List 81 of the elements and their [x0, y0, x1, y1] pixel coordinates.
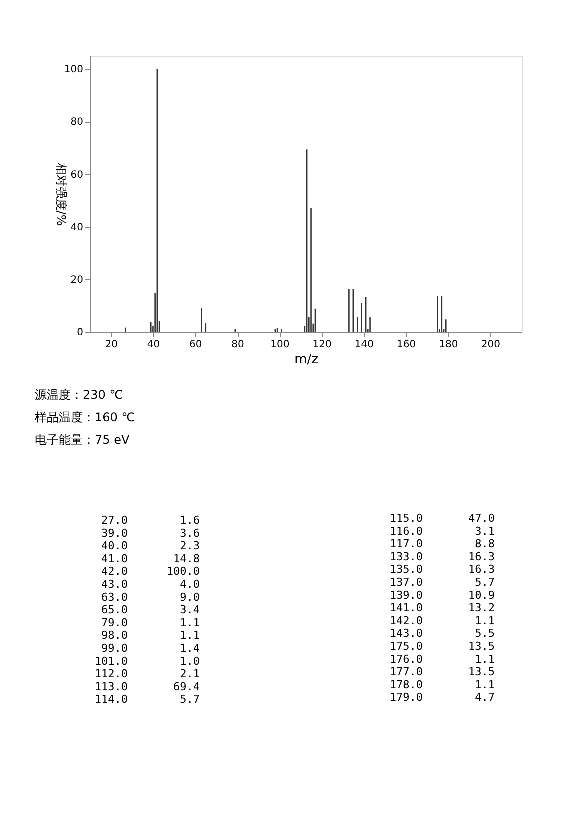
text: 4.0 [180, 578, 200, 591]
text: 1.4 [180, 642, 200, 655]
text: 13.5 [468, 640, 495, 653]
y-tick-label: 80 [70, 117, 84, 128]
text: 1.1 [180, 616, 200, 630]
x-tick-label: 60 [190, 340, 202, 350]
text: 4.7 [475, 691, 495, 704]
text: 10.9 [468, 588, 495, 602]
text: 115.0 [390, 512, 423, 525]
text: 14.8 [174, 552, 200, 566]
text: 样品温度：160 ℃ [35, 410, 136, 424]
y-tick-label: 20 [70, 274, 84, 286]
y-tick-label: 100 [64, 64, 84, 76]
text: 142.0 [390, 614, 423, 628]
text: 9.0 [180, 590, 200, 604]
text: 5.7 [180, 693, 200, 706]
text: 41.0 [102, 552, 128, 566]
text: 176.0 [390, 652, 423, 666]
text: 98.0 [102, 629, 128, 642]
x-tick-label: 140 [354, 340, 374, 350]
x-tick-label: 40 [147, 340, 160, 350]
text: 16.3 [468, 563, 495, 576]
text: 178.0 [390, 678, 423, 692]
text: 源温度：230 ℃ [35, 388, 124, 402]
text: 1.1 [475, 652, 495, 666]
x-tick-label: 20 [105, 340, 118, 350]
text: 13.2 [468, 602, 495, 615]
x-axis-title: m/z [294, 352, 319, 368]
text: 40.0 [102, 540, 128, 553]
text: 16.3 [468, 550, 495, 564]
x-tick-label: 120 [312, 340, 332, 350]
text: 8.8 [475, 538, 495, 551]
text: 1.1 [475, 614, 495, 628]
text: 179.0 [390, 691, 423, 704]
text: 2.1 [180, 668, 200, 681]
y-tick-label: 60 [70, 170, 84, 181]
text: 112.0 [94, 668, 128, 681]
text: 69.4 [174, 680, 200, 694]
text: 3.4 [180, 604, 200, 617]
text: 43.0 [102, 578, 128, 591]
text: 47.0 [468, 512, 495, 525]
y-tick-label: 0 [77, 328, 84, 338]
text: 116.0 [390, 524, 423, 538]
text: 79.0 [102, 616, 128, 630]
text: 1.1 [475, 678, 495, 692]
text: 1.0 [180, 654, 200, 668]
x-tick-label: 100 [270, 340, 290, 350]
text: 5.5 [475, 627, 495, 640]
text: 99.0 [102, 642, 128, 655]
x-tick-label: 180 [439, 340, 458, 350]
text: 27.0 [102, 514, 128, 527]
text: 133.0 [390, 550, 423, 564]
text: 141.0 [390, 602, 423, 615]
text: 139.0 [390, 588, 423, 602]
text: 1.1 [180, 629, 200, 642]
text: 114.0 [94, 693, 128, 706]
text: 175.0 [390, 640, 423, 653]
text: 13.5 [468, 666, 495, 679]
text: 39.0 [102, 526, 128, 540]
text: 143.0 [390, 627, 423, 640]
y-axis-title: 相对强度/% [54, 162, 68, 226]
text: 65.0 [102, 604, 128, 617]
text: 101.0 [94, 654, 128, 668]
text: 3.1 [475, 524, 495, 538]
text: 135.0 [390, 563, 423, 576]
text: 1.6 [180, 514, 200, 527]
text: 177.0 [390, 666, 423, 679]
x-tick-label: 160 [397, 340, 416, 350]
text: 3.6 [180, 526, 200, 540]
text: 117.0 [390, 538, 423, 551]
text: 113.0 [94, 680, 128, 694]
text: 100.0 [166, 565, 200, 578]
text: 电子能量：75 eV [35, 433, 130, 447]
text: 42.0 [102, 565, 128, 578]
text: 137.0 [390, 576, 423, 589]
x-tick-label: 80 [232, 340, 244, 350]
y-tick-label: 40 [70, 222, 84, 234]
text: 63.0 [102, 590, 128, 604]
x-tick-label: 200 [481, 340, 500, 350]
text: 5.7 [475, 576, 495, 589]
text: 2.3 [180, 540, 200, 553]
